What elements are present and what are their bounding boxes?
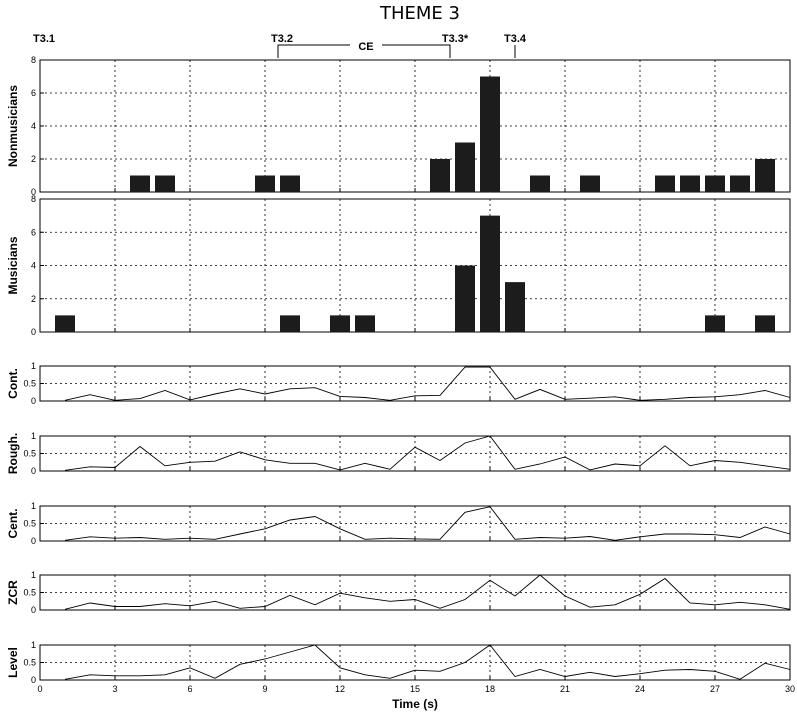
y-tick-label: 8	[31, 55, 36, 65]
y-tick-label: 6	[31, 88, 36, 98]
bar	[580, 175, 600, 192]
y-tick-label: 8	[31, 194, 36, 204]
y-tick-label: 0	[31, 327, 36, 337]
y-axis-label: Cont.	[6, 368, 20, 399]
marker-t3-3: T3.3*	[442, 33, 469, 45]
y-tick-label: 0.5	[23, 519, 36, 529]
y-tick-label: 0	[31, 396, 36, 406]
y-tick-label: 0.5	[23, 379, 36, 389]
x-tick-label: 6	[187, 684, 192, 694]
series-line	[64, 644, 791, 680]
panel-level: 0 0.5 1 Level 0 3 6 9 12 15 18 21 24 27 30 Time (s)	[6, 640, 795, 711]
y-tick-label: 2	[31, 154, 36, 164]
bar	[330, 315, 350, 332]
x-tick-label: 21	[560, 684, 570, 694]
x-tick-label: 27	[710, 684, 720, 694]
bar	[280, 175, 300, 192]
y-tick-label: 1	[31, 570, 36, 580]
y-tick-label: 1	[31, 640, 36, 650]
bar	[730, 175, 750, 192]
y-tick-label: 0.5	[23, 658, 36, 668]
y-tick-label: 1	[31, 501, 36, 511]
section-markers: T3.1 T3.2 CE T3.3* T3.4	[33, 33, 527, 58]
bar	[55, 315, 75, 332]
bar	[505, 282, 525, 332]
y-tick-label: 4	[31, 261, 36, 271]
marker-t3-1: T3.1	[33, 33, 55, 45]
y-axis-label: Rough.	[6, 433, 20, 474]
y-tick-label: 4	[31, 121, 36, 131]
series-line	[64, 574, 791, 610]
y-tick-label: 0.5	[23, 449, 36, 459]
panel-cont: 0 0.5 1 Cont.	[6, 361, 791, 406]
y-axis-label: Level	[6, 647, 20, 678]
series-line	[64, 435, 791, 471]
x-tick-label: 30	[785, 684, 795, 694]
marker-t3-2: T3.2	[271, 33, 293, 45]
bar	[480, 76, 500, 192]
y-tick-label: 0	[31, 466, 36, 476]
bar	[355, 315, 375, 332]
y-axis-label: ZCR	[6, 580, 20, 605]
bar	[705, 315, 725, 332]
x-tick-label: 18	[485, 684, 495, 694]
bar	[655, 175, 675, 192]
panel-musicians: 0 2 4 6 8 Musicians	[6, 194, 791, 337]
x-axis-label: Time (s)	[392, 697, 438, 711]
bar	[705, 175, 725, 192]
x-tick-label: 12	[335, 684, 345, 694]
y-tick-label: 1	[31, 361, 36, 371]
bar	[255, 175, 275, 192]
panel-cent: 0 0.5 1 Cent.	[6, 501, 791, 546]
y-tick-label: 2	[31, 294, 36, 304]
bar	[455, 142, 475, 192]
bar	[430, 159, 450, 192]
x-tick-label: 0	[37, 684, 42, 694]
bar	[130, 175, 150, 192]
y-tick-label: 6	[31, 227, 36, 237]
bar	[455, 265, 475, 332]
y-tick-label: 1	[31, 431, 36, 441]
panel-rough: 0 0.5 1 Rough.	[6, 431, 791, 476]
y-tick-label: 0	[31, 605, 36, 615]
bar	[480, 215, 500, 332]
x-tick-label: 3	[112, 684, 117, 694]
bar	[680, 175, 700, 192]
y-tick-label: 0	[31, 675, 36, 685]
y-axis-label: Musicians	[6, 236, 20, 294]
panel-nonmusicians: 0 2 4 6 8 Nonmusicians	[6, 55, 791, 197]
marker-ce: CE	[358, 41, 373, 53]
x-tick-label: 24	[635, 684, 645, 694]
marker-t3-4: T3.4	[504, 33, 527, 45]
y-axis-label: Nonmusicians	[6, 85, 20, 167]
x-tick-label: 9	[262, 684, 267, 694]
y-axis-label: Cent.	[6, 509, 20, 539]
panel-zcr: 0 0.5 1 ZCR	[6, 570, 791, 615]
bar	[755, 315, 775, 332]
bar	[755, 159, 775, 192]
series-line	[64, 366, 791, 401]
y-tick-label: 0.5	[23, 588, 36, 598]
chart-title: THEME 3	[379, 3, 460, 24]
y-tick-label: 0	[31, 536, 36, 546]
series-line	[64, 506, 791, 541]
bar	[280, 315, 300, 332]
y-tick-label: 0	[31, 187, 36, 197]
x-tick-label: 15	[410, 684, 420, 694]
bar	[155, 175, 175, 192]
bar	[530, 175, 550, 192]
ce-bracket	[277, 44, 451, 58]
